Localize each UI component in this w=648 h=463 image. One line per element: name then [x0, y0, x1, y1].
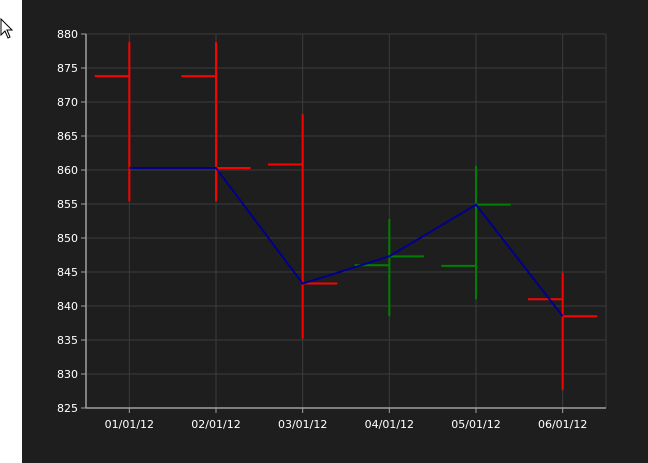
- x-tick-label: 03/01/12: [278, 418, 327, 431]
- y-tick-label: 860: [57, 164, 78, 177]
- ohlc-bar: [181, 42, 251, 202]
- mouse-cursor-icon: [0, 18, 14, 39]
- ohlc-bar: [441, 165, 511, 300]
- y-tick-label: 830: [57, 368, 78, 381]
- ohlc-bar: [268, 114, 338, 339]
- ohlc-bars: [94, 42, 598, 390]
- y-tick-label: 855: [57, 198, 78, 211]
- ohlc-bar: [94, 42, 164, 202]
- tick-labels: 825 830 835 840 845 850 855 860 865 870 875 880 01/0…: [57, 28, 587, 431]
- axes: [81, 33, 606, 413]
- x-tick-label: 01/01/12: [105, 418, 154, 431]
- x-tick-label: 02/01/12: [191, 418, 240, 431]
- y-tick-label: 840: [57, 300, 78, 313]
- ohlc-chart: 825 830 835 840 845 850 855 860 865 870 875 880 01/0…: [57, 28, 607, 431]
- chart-panel: 825 830 835 840 845 850 855 860 865 870 875 880 01/0…: [22, 0, 648, 463]
- x-tick-label: 04/01/12: [365, 418, 414, 431]
- x-tick-label: 06/01/12: [538, 418, 587, 431]
- y-tick-label: 865: [57, 130, 78, 143]
- y-tick-label: 880: [57, 28, 78, 41]
- y-tick-label: 850: [57, 232, 78, 245]
- y-tick-label: 870: [57, 96, 78, 109]
- grid-lines: [86, 33, 607, 409]
- ohlc-bar: [354, 218, 424, 317]
- y-tick-label: 845: [57, 266, 78, 279]
- close-line-series: [129, 166, 564, 317]
- y-tick-label: 825: [57, 402, 78, 415]
- x-tick-label: 05/01/12: [451, 418, 500, 431]
- y-tick-label: 875: [57, 62, 78, 75]
- close-line: [129, 166, 564, 317]
- y-tick-label: 835: [57, 334, 78, 347]
- ohlc-bar: [528, 272, 598, 390]
